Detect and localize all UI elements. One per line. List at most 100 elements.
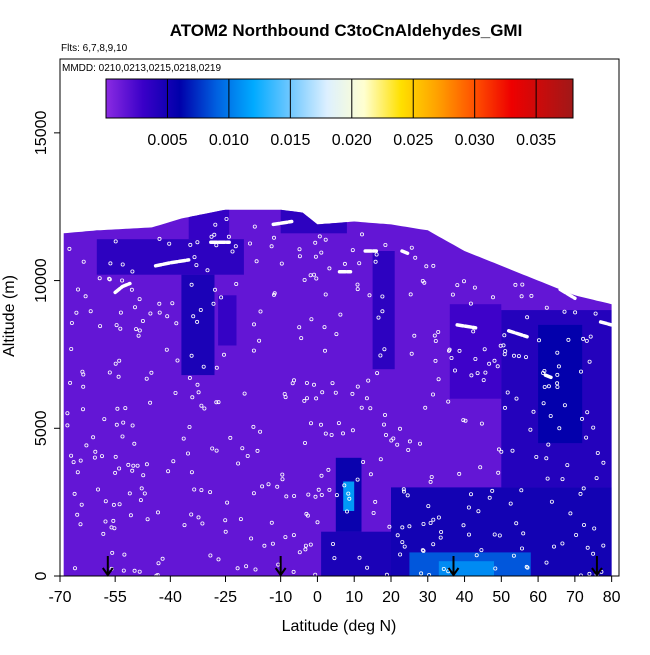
sample-marker	[313, 494, 318, 499]
sample-marker	[545, 476, 550, 481]
sample-marker	[340, 431, 345, 436]
sample-marker	[525, 315, 530, 320]
sample-marker	[308, 542, 313, 547]
sample-marker	[591, 551, 596, 556]
sample-marker	[446, 399, 451, 404]
sample-marker	[280, 472, 285, 477]
sample-marker	[303, 543, 308, 548]
flight-arrow-head	[591, 567, 603, 577]
flight-track-1	[153, 258, 191, 268]
sample-marker	[496, 447, 501, 452]
flight-arrow-2	[447, 556, 460, 577]
sample-marker	[427, 573, 432, 578]
y-tick-label: 10000	[33, 258, 50, 303]
sample-marker	[359, 232, 364, 237]
sample-marker	[313, 254, 318, 259]
sample-marker	[430, 392, 435, 397]
sample-marker	[175, 358, 180, 363]
sample-marker	[253, 567, 258, 572]
sample-marker	[291, 533, 296, 538]
sample-marker	[510, 448, 515, 453]
sample-marker	[189, 282, 194, 287]
sample-marker	[100, 454, 105, 459]
sample-marker	[457, 348, 462, 353]
sample-marker	[541, 370, 546, 375]
sample-marker	[302, 440, 307, 445]
sample-marker	[69, 346, 74, 351]
x-tick-label: 60	[529, 589, 547, 606]
flight-track-7	[455, 323, 478, 330]
sample-marker	[117, 502, 122, 507]
sample-marker	[350, 428, 355, 433]
sample-marker	[469, 373, 474, 378]
sample-marker	[251, 491, 256, 496]
sample-marker	[93, 449, 98, 454]
sample-marker	[313, 240, 318, 245]
sample-marker	[402, 544, 407, 549]
sample-marker	[242, 391, 247, 396]
sample-marker	[552, 544, 557, 549]
sample-marker	[226, 234, 231, 239]
sample-marker	[421, 548, 426, 553]
heatmap-cell-1	[188, 209, 230, 240]
sample-marker	[208, 490, 213, 495]
sample-marker	[194, 263, 199, 268]
sample-marker	[342, 483, 347, 488]
sample-marker	[519, 488, 524, 493]
sample-marker	[407, 439, 412, 444]
sample-marker	[330, 542, 335, 547]
sample-marker	[137, 297, 142, 302]
sample-marker	[145, 517, 150, 522]
sample-marker	[446, 348, 451, 353]
flight-track-10	[558, 287, 577, 301]
sample-marker	[173, 390, 178, 395]
y-tick-label: 15000	[33, 111, 50, 156]
sample-marker	[195, 382, 200, 387]
sample-marker	[364, 396, 369, 401]
sample-marker	[350, 391, 355, 396]
sample-marker	[130, 423, 135, 428]
sample-marker	[214, 365, 219, 370]
sample-marker	[578, 491, 583, 496]
sample-marker	[262, 543, 267, 548]
sample-marker	[181, 436, 186, 441]
sample-marker	[514, 521, 519, 526]
sample-marker	[371, 510, 376, 515]
sample-marker	[315, 520, 320, 525]
sample-marker	[260, 484, 265, 489]
sample-marker	[134, 327, 139, 332]
sample-marker	[601, 543, 606, 548]
sample-marker	[332, 556, 337, 561]
sample-marker	[474, 553, 479, 558]
sample-marker	[584, 338, 589, 343]
sample-marker	[269, 244, 274, 249]
flight-arrow-head	[101, 567, 114, 577]
sample-marker	[80, 369, 85, 374]
sample-marker	[81, 407, 86, 412]
sample-marker	[113, 454, 118, 459]
flight-arrow-head	[447, 567, 460, 577]
sample-marker	[568, 511, 573, 516]
sample-marker	[544, 305, 549, 310]
sample-marker	[479, 421, 484, 426]
sample-marker	[269, 520, 274, 525]
y-axis-label: Altitude (m)	[1, 275, 18, 357]
sample-marker	[208, 553, 213, 558]
sample-marker	[338, 312, 343, 317]
sample-marker	[120, 278, 125, 283]
sample-marker	[389, 438, 394, 443]
sample-marker	[355, 477, 360, 482]
flight-arrow-3	[591, 556, 603, 577]
sample-marker	[439, 530, 444, 535]
sample-marker	[141, 473, 146, 478]
sample-marker	[327, 266, 332, 271]
sample-marker	[478, 465, 483, 470]
sample-marker	[155, 573, 160, 578]
heatmap-cell-3	[181, 274, 215, 376]
sample-marker	[487, 495, 492, 500]
sample-marker	[398, 552, 403, 557]
sample-marker	[382, 347, 387, 352]
sample-marker	[244, 564, 249, 569]
sample-marker	[433, 338, 438, 343]
sample-marker	[251, 348, 256, 353]
